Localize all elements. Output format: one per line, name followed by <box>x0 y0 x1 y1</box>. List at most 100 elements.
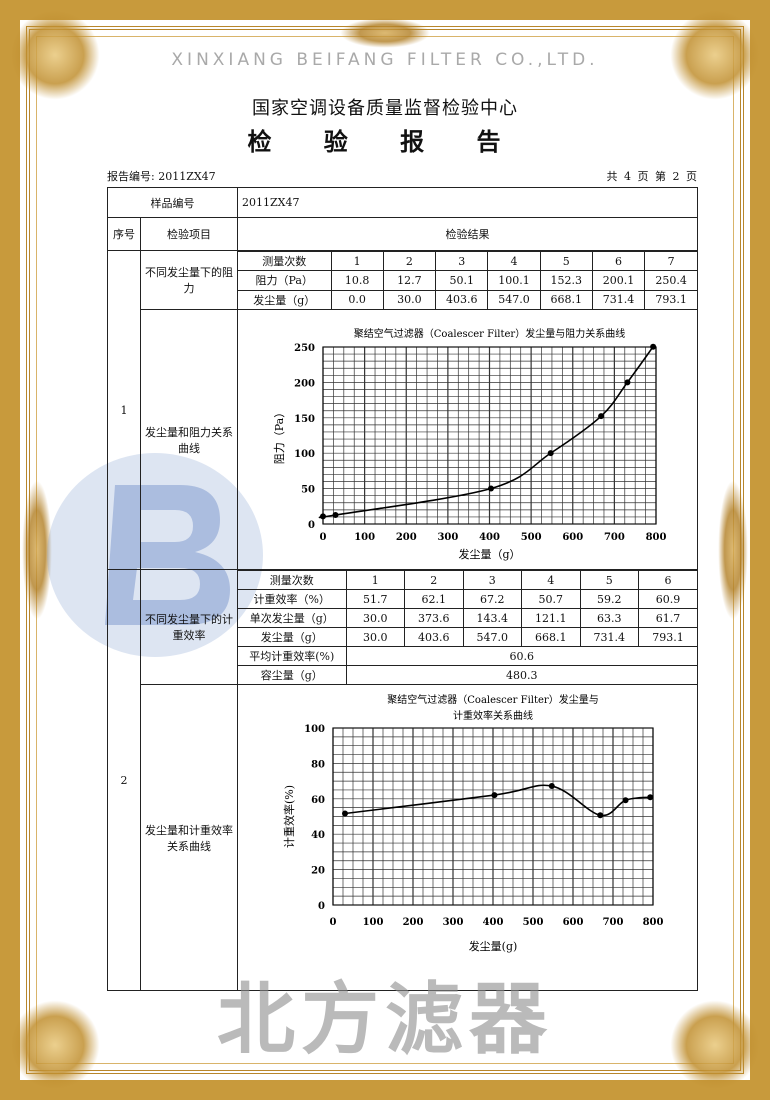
resistance-chart: 聚结空气过滤器（Coalescer Filter）发尘量与阻力关系曲线 0 100 2… <box>273 327 667 561</box>
y-tick-label: 60 <box>311 795 325 806</box>
cell-value: 731.4 <box>579 627 639 647</box>
cell-value: 6 <box>591 250 646 272</box>
cell-value: 67.2 <box>462 589 522 609</box>
side-ornament <box>22 480 52 620</box>
corner-ornament <box>10 10 100 100</box>
row-label: 发尘量（g） <box>238 289 332 309</box>
cell-value: 3 <box>462 570 522 590</box>
chart-title: 聚结空气过滤器（Coalescer Filter）发尘量与 <box>387 693 598 706</box>
avg-efficiency-value: 60.6 <box>345 646 697 666</box>
cell-value: 10.8 <box>330 270 384 291</box>
cell-value: 403.6 <box>435 289 489 309</box>
cell-value: 403.6 <box>404 627 464 647</box>
cell-value: 121.1 <box>521 608 581 628</box>
table-row: 测量次数 1 2 3 4 5 6 <box>238 570 697 590</box>
cell-value: 6 <box>638 570 697 590</box>
efficiency-table: 测量次数 1 2 3 4 5 6 计重效率（%） 51.7 62.1 67.2 50.7 59.2 60.… <box>238 570 697 684</box>
col-no: 序号 <box>107 217 141 251</box>
row-label: 测量次数 <box>238 570 347 590</box>
cell-value: 30.0 <box>345 627 405 647</box>
y-axis-label: 计重效率(%) <box>282 785 296 848</box>
sample-value: 2011ZX47 <box>237 187 698 218</box>
report-number: 报告编号: 2011ZX47 <box>107 170 216 183</box>
y-tick-label: 20 <box>311 866 325 877</box>
cell-value: 60.9 <box>638 589 697 609</box>
y-axis-label: 阻力（Pa） <box>273 407 286 464</box>
x-tick-label: 600 <box>562 532 583 543</box>
x-tick-label: 200 <box>403 917 424 928</box>
y-tick-label: 40 <box>311 830 325 841</box>
data-point <box>491 792 498 799</box>
cell-value: 50.1 <box>435 270 489 291</box>
y-tick-label: 50 <box>301 485 315 496</box>
y-tick-label: 150 <box>294 414 315 425</box>
chart-title-line2: 计重效率关系曲线 <box>453 709 533 722</box>
x-tick-label: 300 <box>437 532 458 543</box>
data-point <box>342 810 348 817</box>
y-tick-label: 80 <box>311 759 325 770</box>
x-tick-label: 100 <box>354 532 375 543</box>
cell-value: 63.3 <box>579 608 639 628</box>
y-tick-label: 100 <box>294 449 315 460</box>
x-tick-label: 0 <box>320 532 327 543</box>
x-tick-label: 400 <box>479 532 500 543</box>
section-no: 1 <box>107 250 141 570</box>
y-tick-label: 100 <box>304 724 325 735</box>
data-point <box>332 512 339 519</box>
cell-value: 668.1 <box>521 627 581 647</box>
data-point <box>624 379 631 386</box>
cell-value: 152.3 <box>539 270 593 291</box>
cell-value: 200.1 <box>591 270 646 291</box>
row-label: 计重效率（%） <box>238 589 347 609</box>
data-point <box>622 797 629 804</box>
x-tick-label: 700 <box>604 532 625 543</box>
x-tick-label: 0 <box>330 917 337 928</box>
cell-value: 2 <box>404 570 464 590</box>
row-label: 阻力（Pa） <box>238 270 332 291</box>
x-tick-label: 700 <box>603 917 624 928</box>
x-tick-label: 600 <box>563 917 584 928</box>
col-result: 检验结果 <box>237 217 698 251</box>
corner-ornament <box>670 1000 760 1090</box>
cell-value: 4 <box>487 250 541 272</box>
cell-value: 1 <box>330 250 384 272</box>
cell-value: 793.1 <box>644 289 697 309</box>
cell-value: 100.1 <box>487 270 541 291</box>
data-point <box>598 413 605 420</box>
x-axis-label: 发尘量(g) <box>469 939 518 953</box>
y-tick-label: 0 <box>318 901 325 912</box>
row-label: 单次发尘量（g） <box>238 608 347 628</box>
x-tick-label: 800 <box>646 532 667 543</box>
cell-value: 12.7 <box>382 270 437 291</box>
cell-value: 30.0 <box>345 608 405 628</box>
side-ornament <box>718 480 748 620</box>
x-axis-label: 发尘量（g） <box>458 547 520 561</box>
table-row: 单次发尘量（g） 30.0 373.6 143.4 121.1 63.3 61.7 <box>238 608 697 628</box>
resistance-table: 测量次数 1 2 3 4 5 6 7 阻力（Pa） 10.8 12.7 50.1 100.1 152.3 2… <box>238 250 697 309</box>
item-resistance: 不同发尘量下的阻力 <box>140 250 238 310</box>
cell-value: 5 <box>579 570 639 590</box>
corner-ornament <box>10 1000 100 1090</box>
item-efficiency-curve: 发尘量和计重效率关系曲线 <box>140 684 238 991</box>
data-point <box>547 450 554 457</box>
cell-value: 731.4 <box>591 289 646 309</box>
dust-capacity-label: 容尘量（g） <box>238 665 347 684</box>
data-point <box>597 812 604 819</box>
data-point <box>320 513 326 520</box>
item-efficiency: 不同发尘量下的计重效率 <box>140 569 238 685</box>
cell-value: 668.1 <box>539 289 593 309</box>
page-indicator: 共 4 页 第 2 页 <box>606 170 697 183</box>
x-tick-label: 400 <box>483 917 504 928</box>
cell-value: 30.0 <box>382 289 437 309</box>
x-tick-label: 100 <box>363 917 384 928</box>
table-row: 发尘量（g） 0.0 30.0 403.6 547.0 668.1 731.4 793.1 <box>238 289 697 309</box>
cell-value: 547.0 <box>487 289 541 309</box>
table-row: 阻力（Pa） 10.8 12.7 50.1 100.1 152.3 200.1 250.4 <box>238 270 697 291</box>
report-table: 样品编号 2011ZX47 序号 检验项目 检验结果 1 不同发尘量下的阻力 测… <box>107 187 698 991</box>
col-item: 检验项目 <box>140 217 238 251</box>
data-point <box>650 343 657 350</box>
item-resistance-curve: 发尘量和阻力关系曲线 <box>140 309 238 570</box>
cell-value: 59.2 <box>579 589 639 609</box>
y-tick-label: 250 <box>294 343 315 354</box>
